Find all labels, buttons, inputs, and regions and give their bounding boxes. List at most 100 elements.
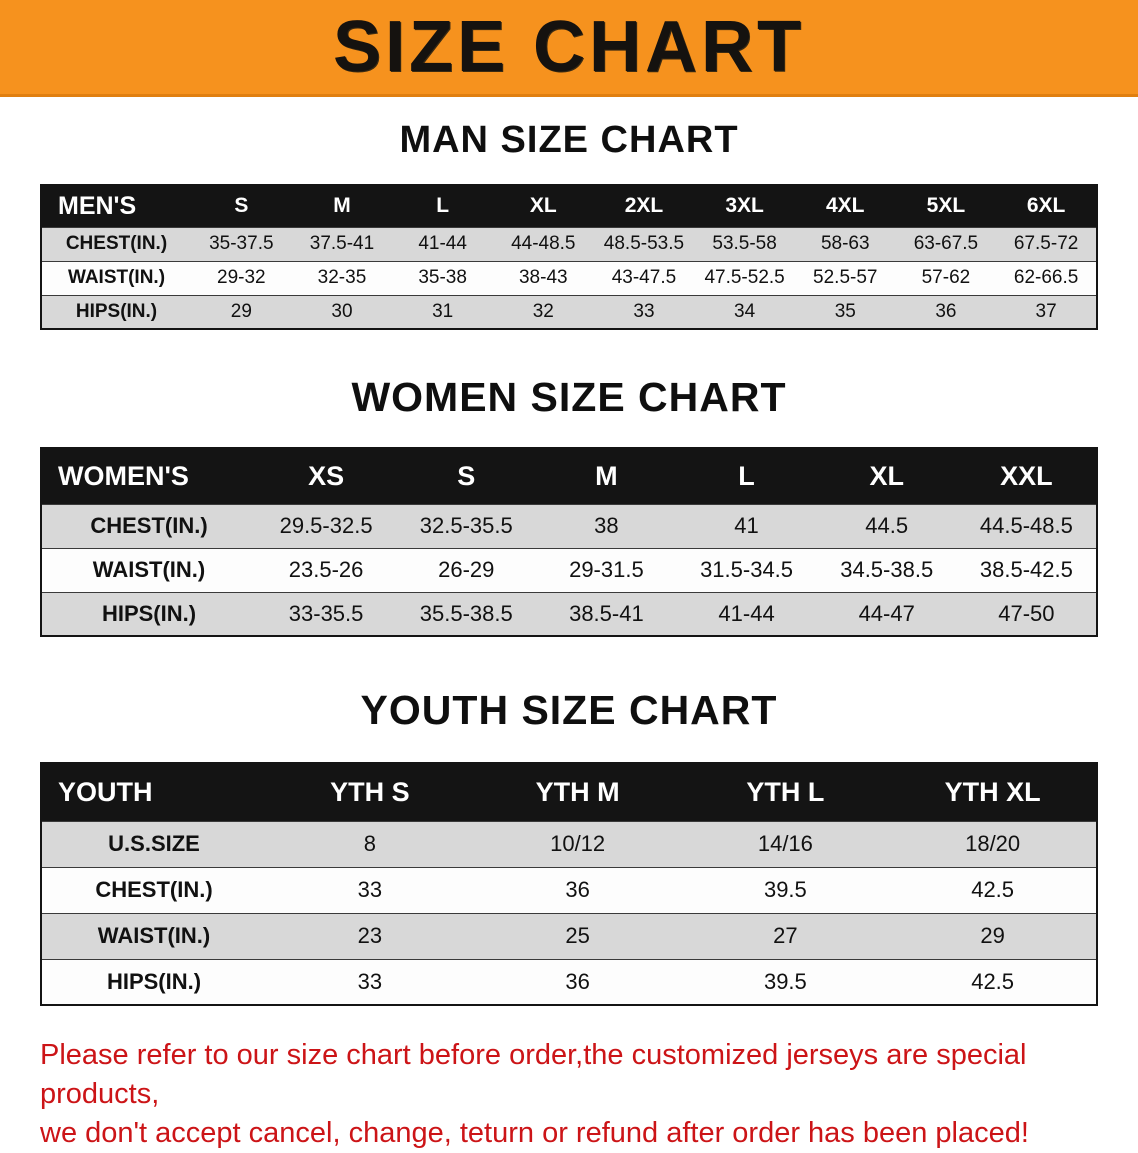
value-cell: 42.5	[889, 958, 1097, 1005]
value-cell: 8	[266, 820, 474, 867]
row-label-cell: WAIST(IN.)	[41, 547, 256, 592]
value-cell: 33	[593, 294, 695, 329]
value-cell: 53.5-58	[694, 226, 795, 261]
value-cell: 29-31.5	[536, 547, 677, 592]
men-section-heading: MAN SIZE CHART	[399, 119, 739, 161]
size-column-header: YTH M	[535, 776, 620, 807]
value-cell: 42.5	[889, 866, 1097, 913]
size-column-header: 5XL	[926, 194, 966, 218]
size-column-header: 3XL	[725, 194, 764, 218]
size-column-header: XS	[308, 460, 345, 491]
women-size-chart-section: WOMEN SIZE CHART WOMEN'S XS S M L XL XXL CHEST(…	[0, 374, 1138, 637]
value-cell: 34	[694, 294, 795, 329]
value-cell: 44-47	[816, 591, 957, 636]
value-cell: 26-29	[396, 547, 537, 592]
value-cell: 18/20	[889, 820, 1097, 867]
size-column-header: M	[333, 194, 351, 218]
table-row: CHEST(IN.) 33 36 39.5 42.5	[41, 866, 1097, 913]
value-cell: 36	[895, 294, 997, 329]
value-cell: 31.5-34.5	[676, 547, 817, 592]
value-cell: 31	[392, 294, 493, 329]
value-cell: 38	[536, 503, 677, 548]
table-row: WAIST(IN.) 29-32 32-35 35-38 38-43 43-47.5 47.…	[41, 260, 1097, 295]
value-cell: 38.5-41	[536, 591, 677, 636]
row-label-cell: CHEST(IN.)	[41, 866, 266, 913]
value-cell: 30	[291, 294, 393, 329]
size-column-header: L	[738, 460, 755, 491]
value-cell: 33	[266, 866, 474, 913]
value-cell: 41-44	[676, 591, 817, 636]
value-cell: 35-37.5	[191, 226, 292, 261]
value-cell: 44-48.5	[492, 226, 594, 261]
row-label-cell: CHEST(IN.)	[41, 503, 256, 548]
size-column-header: YTH XL	[944, 776, 1041, 807]
size-column-header: YTH L	[746, 776, 825, 807]
value-cell: 35-38	[392, 260, 493, 295]
size-chart-banner: SIZE CHART	[0, 0, 1138, 97]
youth-section-heading: YOUTH SIZE CHART	[360, 687, 778, 733]
row-label-cell: HIPS(IN.)	[41, 958, 266, 1005]
youth-size-table: YOUTH YTH S YTH M YTH L YTH XL U.S.SIZE 8 10/12…	[40, 762, 1098, 1006]
footer-disclaimer-line-2: we don't accept cancel, change, teturn o…	[40, 1117, 1029, 1150]
size-column-header: M	[595, 460, 618, 491]
value-cell: 39.5	[681, 958, 890, 1005]
value-cell: 52.5-57	[794, 260, 896, 295]
value-cell: 47.5-52.5	[694, 260, 795, 295]
value-cell: 23.5-26	[256, 547, 397, 592]
value-cell: 32	[492, 294, 594, 329]
table-row: HIPS(IN.) 29 30 31 32 33 34 35 36 37	[41, 294, 1097, 329]
size-column-header: L	[436, 194, 450, 218]
value-cell: 38.5-42.5	[956, 547, 1097, 592]
value-cell: 37	[996, 294, 1097, 329]
value-cell: 62-66.5	[996, 260, 1097, 295]
value-cell: 32-35	[291, 260, 393, 295]
value-cell: 35	[794, 294, 896, 329]
footer-disclaimer-line-1: Please refer to our size chart before or…	[40, 1039, 1027, 1111]
value-cell: 29	[191, 294, 292, 329]
size-column-header: 2XL	[624, 194, 664, 218]
row-label-header: MEN'S	[58, 191, 137, 220]
youth-size-chart-section: YOUTH SIZE CHART YOUTH YTH S YTH M YTH L YTH…	[0, 687, 1138, 1006]
value-cell: 43-47.5	[593, 260, 695, 295]
banner-title: SIZE CHART	[333, 7, 805, 87]
footer-disclaimer: Please refer to our size chart before or…	[40, 1036, 1138, 1153]
row-label-cell: HIPS(IN.)	[41, 294, 191, 329]
value-cell: 29	[889, 912, 1097, 959]
size-column-header: XXL	[1000, 460, 1053, 491]
table-header-row: YOUTH YTH S YTH M YTH L YTH XL	[41, 763, 1097, 821]
value-cell: 25	[473, 912, 682, 959]
value-cell: 48.5-53.5	[593, 226, 695, 261]
value-cell: 57-62	[895, 260, 997, 295]
value-cell: 10/12	[473, 820, 682, 867]
women-size-table: WOMEN'S XS S M L XL XXL CHEST(IN.) 29.5-32.5 32.5…	[40, 447, 1098, 637]
women-section-heading: WOMEN SIZE CHART	[351, 374, 787, 420]
table-header-row: WOMEN'S XS S M L XL XXL	[41, 448, 1097, 504]
row-label-cell: U.S.SIZE	[41, 820, 266, 867]
value-cell: 36	[473, 958, 682, 1005]
table-row: CHEST(IN.) 29.5-32.5 32.5-35.5 38 41 44.5 44.5…	[41, 503, 1097, 548]
size-column-header: XL	[529, 194, 557, 218]
value-cell: 35.5-38.5	[396, 591, 537, 636]
table-row: CHEST(IN.) 35-37.5 37.5-41 41-44 44-48.5 48.5…	[41, 226, 1097, 261]
value-cell: 27	[681, 912, 890, 959]
value-cell: 29.5-32.5	[256, 503, 397, 548]
table-header-row: MEN'S S M L XL 2XL 3XL 4XL 5XL 6XL	[41, 185, 1097, 227]
size-column-header: YTH S	[330, 776, 410, 807]
value-cell: 23	[266, 912, 474, 959]
value-cell: 29-32	[191, 260, 292, 295]
row-label-cell: HIPS(IN.)	[41, 591, 256, 636]
size-column-header: 6XL	[1026, 194, 1066, 218]
value-cell: 47-50	[956, 591, 1097, 636]
value-cell: 58-63	[794, 226, 896, 261]
value-cell: 41-44	[392, 226, 493, 261]
value-cell: 67.5-72	[996, 226, 1097, 261]
size-column-header: S	[457, 460, 476, 491]
value-cell: 33-35.5	[256, 591, 397, 636]
value-cell: 32.5-35.5	[396, 503, 537, 548]
row-label-cell: CHEST(IN.)	[41, 226, 191, 261]
row-label-header: WOMEN'S	[58, 460, 189, 491]
row-label-cell: WAIST(IN.)	[41, 260, 191, 295]
value-cell: 44.5-48.5	[956, 503, 1097, 548]
table-row: HIPS(IN.) 33 36 39.5 42.5	[41, 958, 1097, 1005]
table-row: U.S.SIZE 8 10/12 14/16 18/20	[41, 820, 1097, 867]
